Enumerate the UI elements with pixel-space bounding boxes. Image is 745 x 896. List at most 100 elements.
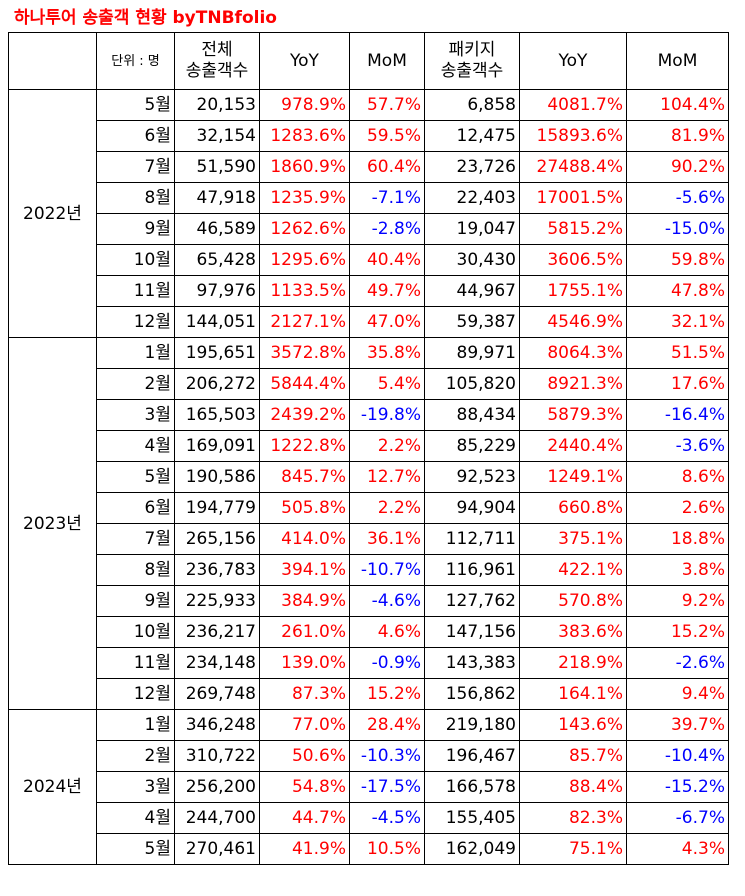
table-row: 6월 32,154 1283.6% 59.5% 12,475 15893.6% 81.9%: [9, 120, 729, 152]
mom-cell: 12.7%: [349, 461, 425, 493]
month-cell: 10월: [96, 616, 175, 648]
package-mom-cell: -5.6%: [626, 182, 729, 214]
table-row: 4월 244,700 44.7% -4.5% 155,405 82.3% -6.7%: [9, 802, 729, 834]
yoy-cell: 261.0%: [259, 616, 350, 648]
yoy-cell: 87.3%: [259, 678, 350, 710]
total-travelers-cell: 190,586: [174, 461, 260, 493]
package-travelers-cell: 127,762: [424, 585, 520, 617]
table-row: 5월 270,461 41.9% 10.5% 162,049 75.1% 4.3%: [9, 833, 729, 865]
mom-cell: -4.5%: [349, 802, 425, 834]
page-title: 하나투어 송출객 현황 byTNBfolio: [14, 8, 277, 28]
package-mom-cell: 18.8%: [626, 523, 729, 555]
yoy-cell: 44.7%: [259, 802, 350, 834]
mom-cell: -10.7%: [349, 554, 425, 586]
total-travelers-cell: 65,428: [174, 244, 260, 276]
month-cell: 11월: [96, 275, 175, 307]
mom-cell: -10.3%: [349, 740, 425, 772]
yoy-cell: 2439.2%: [259, 399, 350, 431]
month-cell: 2월: [96, 368, 175, 400]
year-cell: 2024년: [8, 709, 97, 865]
total-travelers-cell: 144,051: [174, 306, 260, 338]
package-travelers-cell: 196,467: [424, 740, 520, 772]
month-cell: 12월: [96, 678, 175, 710]
month-cell: 10월: [96, 244, 175, 276]
table-row: 12월 144,051 2127.1% 47.0% 59,387 4546.9% 32.1%: [9, 306, 729, 338]
year-cell: 2022년: [8, 89, 97, 338]
total-travelers-cell: 46,589: [174, 213, 260, 245]
package-yoy-cell: 164.1%: [519, 678, 627, 710]
total-travelers-cell: 236,217: [174, 616, 260, 648]
header-row: 단위 : 명 전체 송출객수 YoY MoM 패키지 송출객수 YoY MoM: [8, 32, 729, 90]
table-row: 2월 206,272 5844.4% 5.4% 105,820 8921.3% 17.6%: [9, 368, 729, 400]
month-cell: 2월: [96, 740, 175, 772]
month-cell: 1월: [96, 337, 175, 369]
header-package-travelers: 패키지 송출객수: [424, 32, 520, 90]
header-package-line2: 송출객수: [440, 61, 504, 81]
header-total-travelers: 전체 송출객수: [174, 32, 260, 90]
package-travelers-cell: 156,862: [424, 678, 520, 710]
package-yoy-cell: 1755.1%: [519, 275, 627, 307]
mom-cell: 2.2%: [349, 492, 425, 524]
package-mom-cell: 4.3%: [626, 833, 729, 865]
mom-cell: 57.7%: [349, 89, 425, 121]
package-travelers-cell: 105,820: [424, 368, 520, 400]
package-travelers-cell: 162,049: [424, 833, 520, 865]
package-travelers-cell: 219,180: [424, 709, 520, 741]
package-mom-cell: 81.9%: [626, 120, 729, 152]
mom-cell: 47.0%: [349, 306, 425, 338]
package-travelers-cell: 23,726: [424, 151, 520, 183]
total-travelers-cell: 194,779: [174, 492, 260, 524]
header-mom: MoM: [349, 32, 425, 90]
table-row: 7월 265,156 414.0% 36.1% 112,711 375.1% 18.8%: [9, 523, 729, 555]
yoy-cell: 978.9%: [259, 89, 350, 121]
total-travelers-cell: 310,722: [174, 740, 260, 772]
package-travelers-cell: 44,967: [424, 275, 520, 307]
month-cell: 4월: [96, 802, 175, 834]
month-cell: 6월: [96, 120, 175, 152]
month-cell: 6월: [96, 492, 175, 524]
package-mom-cell: 2.6%: [626, 492, 729, 524]
month-cell: 7월: [96, 523, 175, 555]
table-row: 3월 165,503 2439.2% -19.8% 88,434 5879.3% -16.4…: [9, 399, 729, 431]
month-cell: 1월: [96, 709, 175, 741]
package-travelers-cell: 143,383: [424, 647, 520, 679]
yoy-cell: 1235.9%: [259, 182, 350, 214]
table-row: 10월 65,428 1295.6% 40.4% 30,430 3606.5% 59.8%: [9, 244, 729, 276]
month-cell: 3월: [96, 399, 175, 431]
package-travelers-cell: 59,387: [424, 306, 520, 338]
mom-cell: 5.4%: [349, 368, 425, 400]
header-package-yoy: YoY: [519, 32, 627, 90]
total-travelers-cell: 269,748: [174, 678, 260, 710]
package-yoy-cell: 570.8%: [519, 585, 627, 617]
mom-cell: 60.4%: [349, 151, 425, 183]
total-travelers-cell: 51,590: [174, 151, 260, 183]
table-row: 2월 310,722 50.6% -10.3% 196,467 85.7% -10.4%: [9, 740, 729, 772]
yoy-cell: 3572.8%: [259, 337, 350, 369]
month-cell: 3월: [96, 771, 175, 803]
package-travelers-cell: 22,403: [424, 182, 520, 214]
mom-cell: -17.5%: [349, 771, 425, 803]
package-travelers-cell: 85,229: [424, 430, 520, 462]
package-mom-cell: 9.4%: [626, 678, 729, 710]
header-total-line2: 송출객수: [185, 61, 249, 81]
package-mom-cell: 8.6%: [626, 461, 729, 493]
table-row: 5월 190,586 845.7% 12.7% 92,523 1249.1% 8.6%: [9, 461, 729, 493]
table-row: 2022년 5월 20,153 978.9% 57.7% 6,858 4081.7% 104.…: [8, 89, 729, 338]
package-mom-cell: 104.4%: [626, 89, 729, 121]
package-yoy-cell: 1249.1%: [519, 461, 627, 493]
mom-cell: 2.2%: [349, 430, 425, 462]
yoy-cell: 1860.9%: [259, 151, 350, 183]
table-row: 11월 234,148 139.0% -0.9% 143,383 218.9% -2.6%: [9, 647, 729, 679]
mom-cell: 59.5%: [349, 120, 425, 152]
yoy-cell: 845.7%: [259, 461, 350, 493]
yoy-cell: 414.0%: [259, 523, 350, 555]
header-yoy: YoY: [259, 32, 350, 90]
yoy-cell: 1222.8%: [259, 430, 350, 462]
yoy-cell: 54.8%: [259, 771, 350, 803]
yoy-cell: 384.9%: [259, 585, 350, 617]
yoy-cell: 1295.6%: [259, 244, 350, 276]
package-yoy-cell: 15893.6%: [519, 120, 627, 152]
package-travelers-cell: 116,961: [424, 554, 520, 586]
yoy-cell: 5844.4%: [259, 368, 350, 400]
package-travelers-cell: 92,523: [424, 461, 520, 493]
